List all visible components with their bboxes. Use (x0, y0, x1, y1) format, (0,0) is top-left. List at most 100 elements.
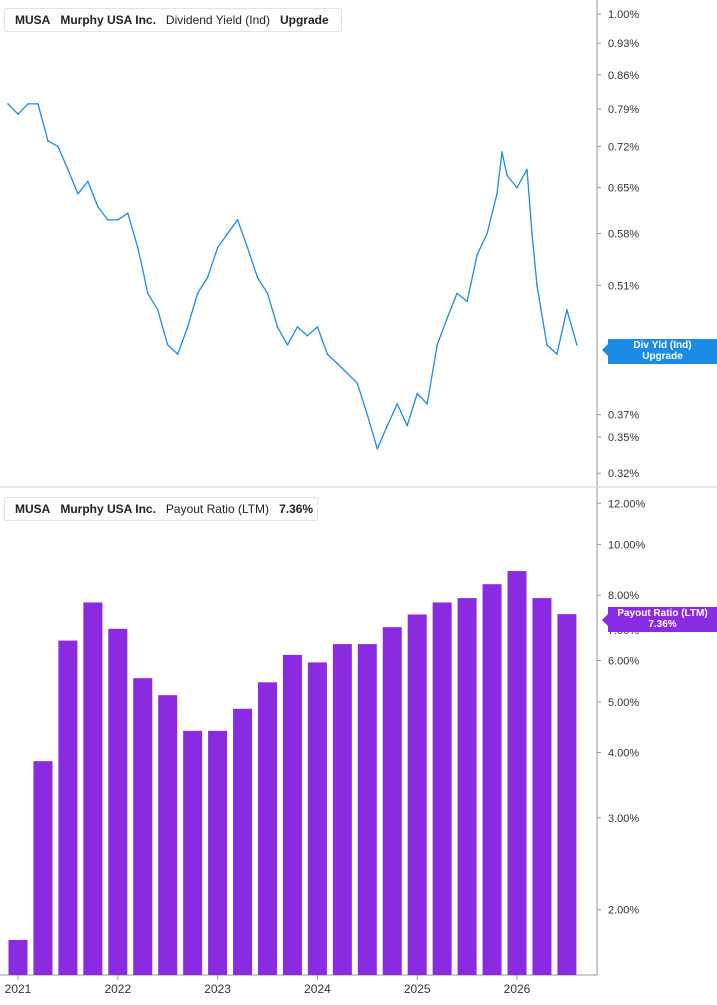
dividend-yield-point (156, 308, 159, 311)
dividend-yield-point (286, 344, 289, 346)
payout-ratio-bar (432, 602, 452, 975)
dividend-yield-point (7, 103, 9, 105)
dividend-yield-point (166, 344, 169, 346)
bottom-legend-metric: Payout Ratio (LTM) (165, 502, 270, 516)
bottom-y-tick-label: 2.00% (608, 905, 639, 917)
dividend-yield-point (356, 382, 359, 385)
bottom-legend-ticker: MUSA (15, 502, 51, 516)
x-tick-label: 2022 (104, 982, 131, 996)
dividend-yield-point (206, 276, 209, 279)
payout-ratio-bar (557, 614, 577, 975)
payout-ratio-bar (332, 644, 352, 975)
dividend-yield-point (486, 232, 488, 235)
dividend-yield-point (306, 335, 309, 337)
payout-ratio-bar (158, 695, 178, 975)
bottom-flag-value: 7.36% (648, 619, 677, 630)
dividend-yield-point (27, 103, 29, 105)
top-y-tick-label: 1.00% (608, 9, 639, 21)
top-y-tick-label: 0.79% (608, 104, 639, 116)
dividend-yield-point (176, 353, 179, 355)
dividend-yield-point (266, 292, 269, 295)
payout-ratio-bar (133, 678, 153, 975)
payout-ratio-bar (108, 628, 128, 975)
dividend-yield-point (77, 193, 79, 195)
dividend-yield-point (566, 308, 568, 311)
dividend-yield-point (216, 246, 219, 249)
top-y-tick-label: 0.72% (608, 141, 639, 153)
top-flag-label: Div Yld (Ind) (633, 340, 692, 351)
dividend-yield-line-layer (7, 103, 578, 450)
dividend-yield-point (47, 140, 49, 142)
dividend-yield-point (526, 168, 528, 171)
dividend-yield-point (17, 113, 19, 115)
payout-ratio-bar (33, 761, 53, 975)
dividend-yield-point (37, 103, 39, 105)
dividend-yield-point (57, 145, 59, 148)
top-legend[interactable]: MUSA Murphy USA Inc. Dividend Yield (Ind… (4, 8, 342, 32)
top-flag-arrow (602, 344, 608, 356)
top-y-tick-label: 0.93% (608, 38, 639, 50)
x-tick-label: 2026 (504, 982, 531, 996)
dividend-yield-point (406, 424, 409, 427)
top-legend-metric: Dividend Yield (Ind) (165, 13, 270, 27)
top-legend-upgrade-link[interactable]: Upgrade (279, 13, 329, 27)
bottom-value-flag[interactable]: Payout Ratio (LTM) 7.36% (608, 607, 717, 632)
bottom-y-tick-label: 6.00% (608, 656, 639, 668)
top-legend-ticker: MUSA (15, 13, 51, 27)
payout-ratio-bar (382, 627, 402, 975)
dividend-yield-point (456, 292, 458, 295)
dividend-yield-point (126, 212, 129, 214)
dividend-yield-point (576, 344, 578, 346)
payout-ratio-bar (282, 654, 302, 975)
payout-ratio-bar (407, 614, 427, 975)
dividend-yield-point (426, 403, 428, 405)
top-y-tick-label: 0.86% (608, 70, 639, 82)
top-y-tick-label: 0.51% (608, 280, 639, 292)
dividend-yield-point (336, 362, 339, 365)
payout-ratio-bar (83, 602, 103, 975)
top-value-flag[interactable]: Div Yld (Ind) Upgrade (608, 339, 717, 364)
payout-ratio-bar (233, 708, 253, 975)
dividend-yield-point (446, 317, 448, 320)
payout-ratio-bar (208, 730, 228, 975)
bottom-flag-label: Payout Ratio (LTM) (617, 608, 708, 619)
payout-ratio-bar (8, 940, 28, 975)
dividend-yield-point (316, 326, 319, 328)
dividend-yield-point (466, 300, 468, 303)
dividend-yield-point (506, 174, 508, 177)
dividend-yield-point (346, 372, 349, 375)
bottom-flag-arrow (602, 614, 608, 626)
dividend-yield-point (531, 232, 533, 235)
top-y-tick-label: 0.65% (608, 183, 639, 195)
dividend-yield-point (501, 151, 503, 153)
x-tick-label: 2021 (5, 982, 32, 996)
dividend-yield-point (276, 326, 279, 328)
payout-ratio-bar (307, 662, 327, 975)
dividend-yield-point (436, 344, 438, 346)
payout-ratio-bar (58, 640, 78, 975)
dividend-yield-point (146, 292, 149, 295)
dividend-yield-point (186, 326, 189, 328)
bottom-y-tick-label: 3.00% (608, 813, 639, 825)
payout-ratio-bar (183, 730, 203, 975)
dividend-yield-point (326, 353, 329, 355)
dividend-yield-point (366, 413, 369, 416)
bottom-legend[interactable]: MUSA Murphy USA Inc. Payout Ratio (LTM) … (4, 497, 318, 521)
bottom-legend-company: Murphy USA Inc. (60, 502, 156, 516)
payout-ratio-bar (258, 682, 277, 975)
top-flag-value: Upgrade (642, 351, 683, 362)
dividend-yield-point (67, 168, 69, 171)
top-y-tick-label: 0.37% (608, 410, 639, 422)
payout-ratio-bar (482, 584, 502, 975)
dividend-yield-point (141, 269, 144, 271)
top-legend-company: Murphy USA Inc. (60, 13, 156, 27)
dividend-yield-point (396, 403, 399, 405)
dividend-yield-point (376, 447, 379, 450)
bottom-y-tick-label: 10.00% (608, 540, 646, 552)
dividend-yield-point (296, 326, 299, 328)
dividend-yield-point (386, 424, 389, 427)
dividend-yield-line (7, 103, 578, 450)
payout-ratio-bars (8, 571, 577, 975)
dividend-yield-point (416, 392, 419, 395)
